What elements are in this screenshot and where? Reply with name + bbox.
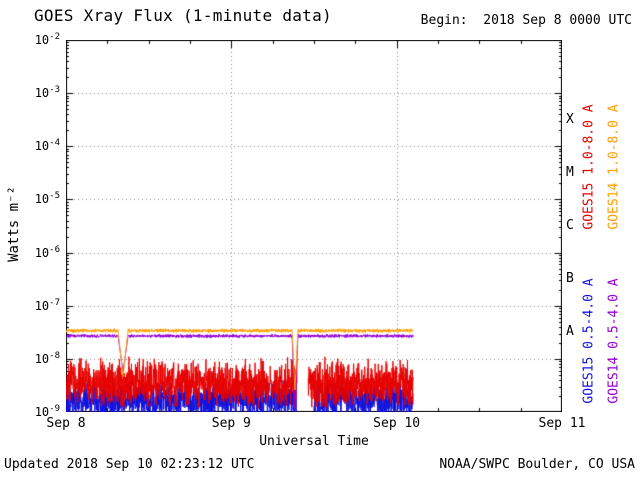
y-tick-exponent: -8 — [49, 350, 60, 361]
y-tick-label: 10-5 — [16, 191, 60, 206]
y-tick-base: 10 — [34, 86, 50, 101]
y-tick-base: 10 — [34, 405, 50, 419]
y-tick-exponent: -7 — [49, 297, 60, 308]
y-tick-label: 10-9 — [16, 404, 60, 419]
y-tick-label: 10-2 — [16, 32, 60, 47]
y-tick-exponent: -5 — [49, 191, 60, 202]
y-tick-base: 10 — [34, 245, 50, 260]
y-tick-exponent: -3 — [49, 85, 60, 96]
flux-class-label: B — [566, 271, 574, 287]
flux-class-label: X — [566, 111, 574, 127]
y-tick-label: 10-6 — [16, 245, 60, 260]
y-tick-base: 10 — [34, 298, 50, 313]
y-tick-exponent: -6 — [49, 244, 60, 255]
x-tick-label: Sep 8 — [46, 416, 86, 431]
flux-class-label: A — [566, 324, 574, 340]
credit-label: NOAA/SWPC Boulder, CO USA — [439, 457, 635, 472]
begin-time-label: Begin: 2018 Sep 8 0000 UTC — [420, 13, 632, 28]
x-axis-label: Universal Time — [259, 434, 369, 449]
y-tick-exponent: -9 — [49, 404, 60, 414]
y-tick-label: 10-8 — [16, 351, 60, 366]
series-legend-label: GOES14 0.5-4.0 A — [606, 278, 622, 404]
y-tick-label: 10-4 — [16, 138, 60, 153]
y-tick-base: 10 — [34, 33, 50, 47]
series-legend-label: GOES15 0.5-4.0 A — [581, 278, 597, 404]
y-tick-exponent: -2 — [49, 32, 60, 42]
updated-timestamp: Updated 2018 Sep 10 02:23:12 UTC — [4, 457, 255, 472]
x-tick-label: Sep 11 — [538, 416, 586, 431]
series-legend-label: GOES14 1.0-8.0 A — [606, 104, 622, 230]
xray-flux-plot — [66, 40, 562, 412]
y-tick-base: 10 — [34, 192, 50, 207]
series-legend-label: GOES15 1.0-8.0 A — [581, 104, 597, 230]
x-tick-label: Sep 9 — [211, 416, 251, 431]
chart-title: GOES Xray Flux (1-minute data) — [34, 6, 332, 25]
y-tick-base: 10 — [34, 351, 50, 366]
flux-class-label: M — [566, 164, 574, 180]
x-tick-label: Sep 10 — [373, 416, 421, 431]
flux-class-label: C — [566, 218, 574, 233]
y-tick-base: 10 — [34, 139, 50, 154]
y-tick-exponent: -4 — [49, 138, 60, 149]
y-tick-label: 10-3 — [16, 85, 60, 100]
y-tick-label: 10-7 — [16, 298, 60, 313]
